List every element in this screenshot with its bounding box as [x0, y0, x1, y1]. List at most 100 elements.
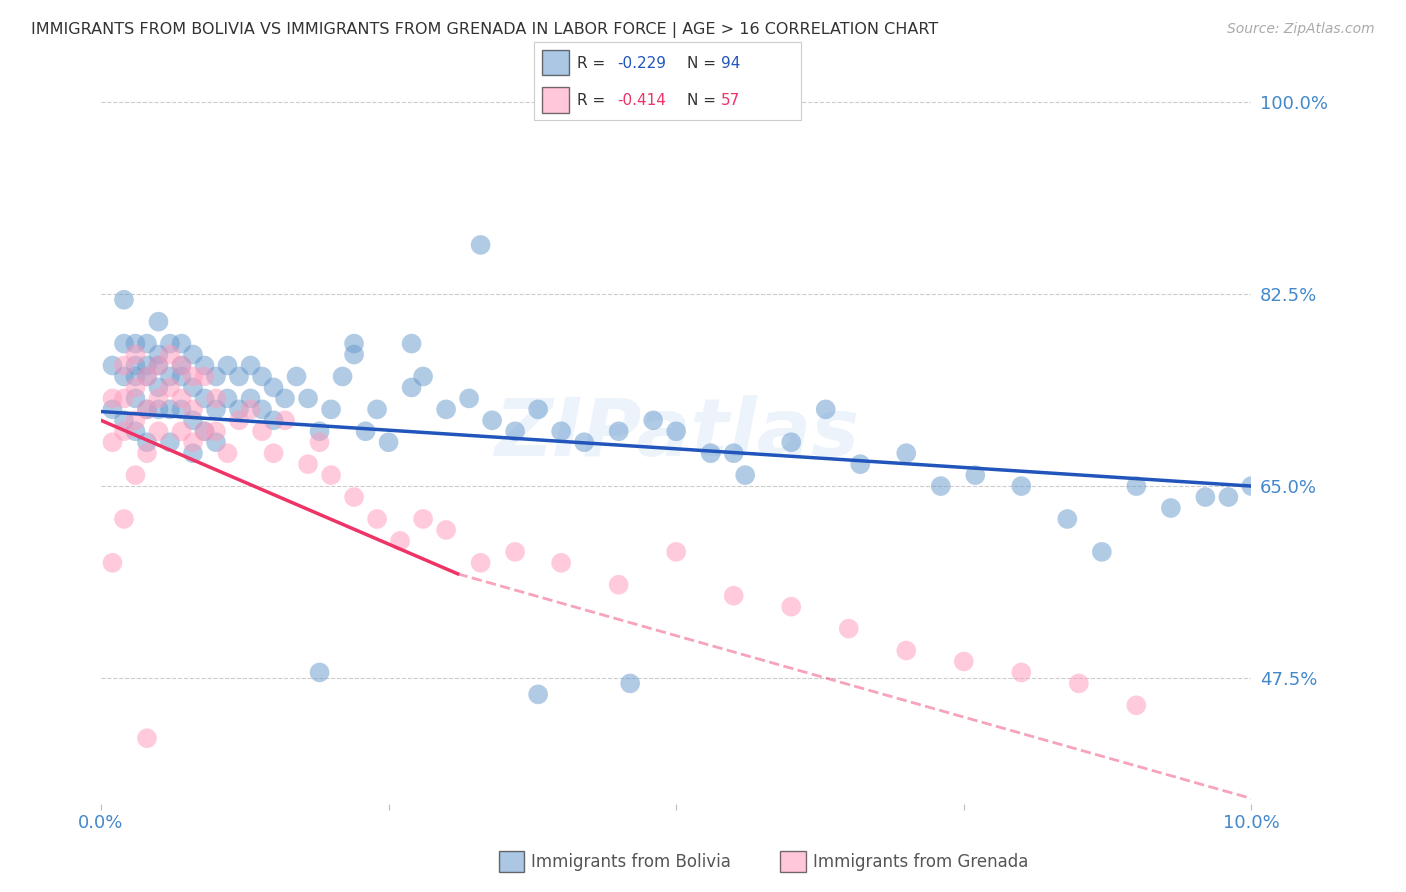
Point [170, 424, 193, 438]
Point [228, 369, 250, 384]
Point [136, 435, 159, 450]
Point [239, 359, 262, 373]
Point [366, 402, 388, 417]
Text: IMMIGRANTS FROM BOLIVIA VS IMMIGRANTS FROM GRENADA IN LABOR FORCE | AGE > 16 COR: IMMIGRANTS FROM BOLIVIA VS IMMIGRANTS FR… [31, 22, 938, 38]
Point [124, 369, 146, 384]
Point [148, 359, 170, 373]
Point [699, 446, 721, 460]
Text: -0.414: -0.414 [617, 93, 666, 108]
Point [148, 315, 170, 329]
Point [308, 435, 330, 450]
Point [148, 424, 170, 438]
Point [205, 392, 228, 406]
Point [181, 380, 204, 394]
Point [1091, 545, 1114, 559]
Point [205, 402, 228, 417]
Point [159, 369, 181, 384]
Point [896, 446, 918, 460]
Text: R =: R = [576, 93, 610, 108]
Point [136, 369, 159, 384]
Point [319, 468, 342, 483]
Point [1160, 501, 1182, 516]
Point [1056, 512, 1078, 526]
Text: Immigrants from Grenada: Immigrants from Grenada [813, 853, 1028, 871]
Point [170, 369, 193, 384]
Point [814, 402, 837, 417]
Point [159, 336, 181, 351]
Point [343, 336, 366, 351]
Point [239, 392, 262, 406]
Point [607, 578, 630, 592]
Point [112, 359, 135, 373]
Point [170, 392, 193, 406]
Point [136, 446, 159, 460]
Text: N =: N = [686, 93, 720, 108]
Point [112, 392, 135, 406]
Text: Source: ZipAtlas.com: Source: ZipAtlas.com [1227, 22, 1375, 37]
Point [401, 380, 423, 394]
Point [1240, 479, 1263, 493]
Point [124, 336, 146, 351]
Point [124, 424, 146, 438]
Point [723, 446, 745, 460]
Point [643, 413, 665, 427]
Point [1010, 665, 1032, 680]
Point [250, 424, 273, 438]
Point [112, 369, 135, 384]
Point [1125, 479, 1147, 493]
Point [896, 643, 918, 657]
Point [572, 435, 595, 450]
Point [217, 392, 239, 406]
Point [263, 413, 285, 427]
Point [470, 556, 492, 570]
Point [101, 392, 124, 406]
Point [181, 402, 204, 417]
Point [217, 359, 239, 373]
Point [181, 347, 204, 361]
Point [619, 676, 641, 690]
Point [250, 402, 273, 417]
Point [665, 545, 688, 559]
Point [112, 512, 135, 526]
Point [124, 380, 146, 394]
Point [217, 446, 239, 460]
Text: 94: 94 [721, 55, 741, 70]
Point [228, 402, 250, 417]
Point [366, 512, 388, 526]
Point [205, 424, 228, 438]
Point [112, 424, 135, 438]
Point [965, 468, 987, 483]
Point [297, 457, 319, 471]
Text: ZIPatlas: ZIPatlas [494, 395, 859, 473]
FancyBboxPatch shape [543, 50, 569, 75]
Point [136, 402, 159, 417]
Point [550, 424, 572, 438]
Point [136, 369, 159, 384]
Text: -0.229: -0.229 [617, 55, 666, 70]
Point [170, 336, 193, 351]
Point [377, 435, 399, 450]
Point [527, 687, 550, 701]
Point [136, 731, 159, 746]
Point [124, 392, 146, 406]
Point [205, 435, 228, 450]
Point [838, 622, 860, 636]
Point [148, 359, 170, 373]
Point [112, 293, 135, 307]
Point [112, 336, 135, 351]
Text: N =: N = [686, 55, 720, 70]
Point [319, 402, 342, 417]
Point [159, 402, 181, 417]
Point [1010, 479, 1032, 493]
Point [148, 347, 170, 361]
Point [112, 413, 135, 427]
Point [780, 435, 803, 450]
Point [101, 402, 124, 417]
Point [193, 424, 215, 438]
Text: R =: R = [576, 55, 610, 70]
Text: Immigrants from Bolivia: Immigrants from Bolivia [531, 853, 731, 871]
Point [481, 413, 503, 427]
Point [458, 392, 481, 406]
Point [401, 336, 423, 351]
Point [734, 468, 756, 483]
